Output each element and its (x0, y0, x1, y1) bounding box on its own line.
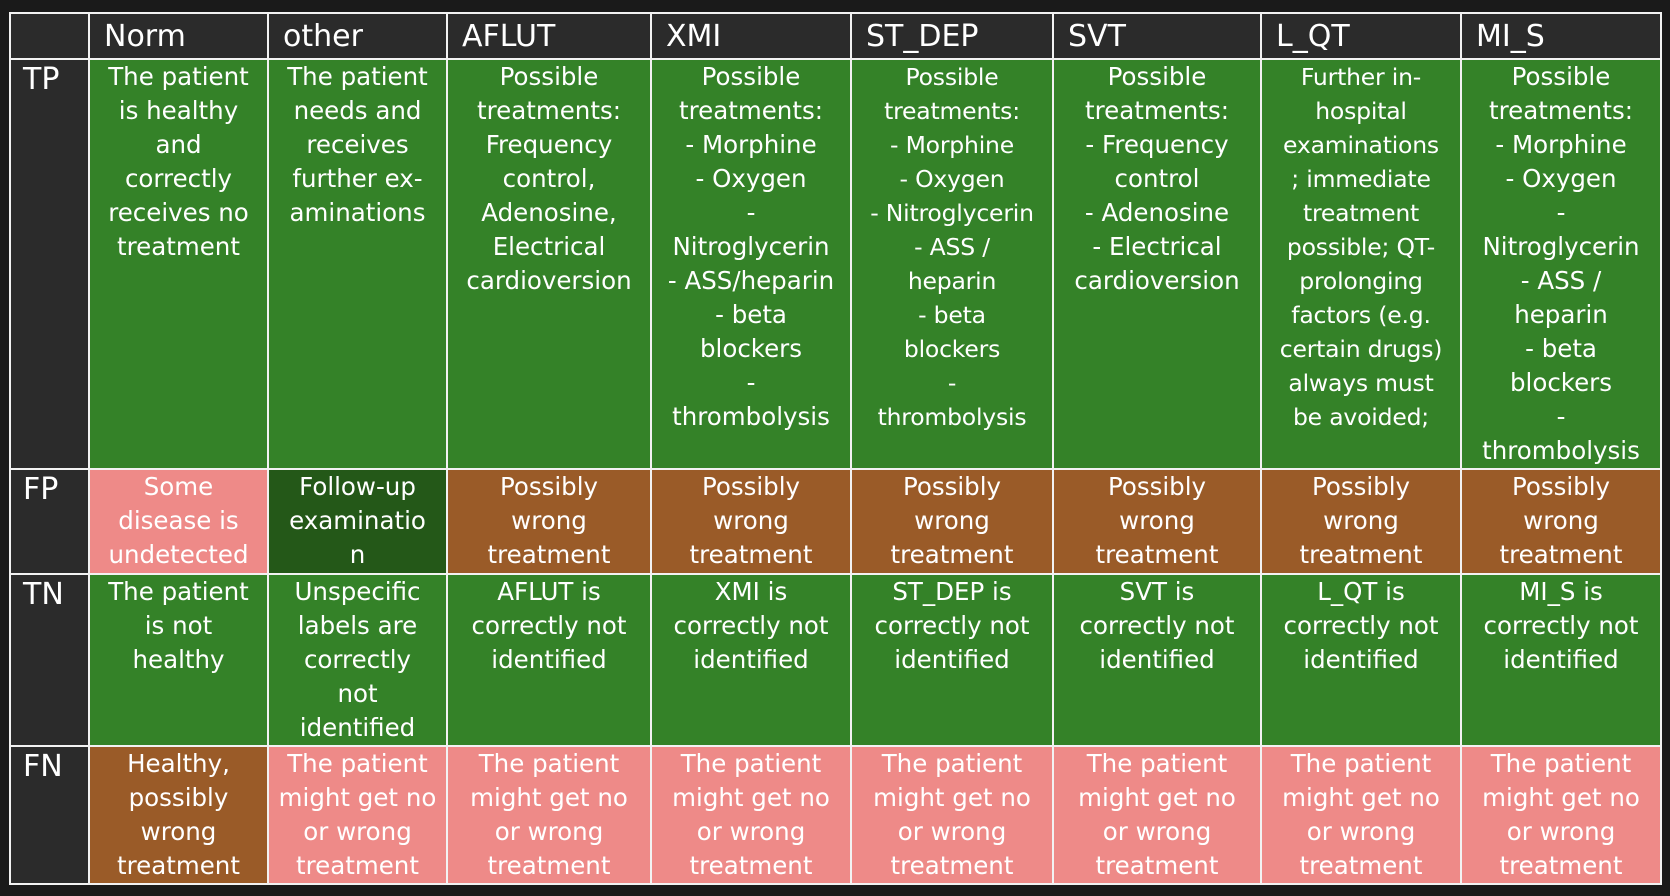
cell-tn-l-qt: L_QT is correctly not identified (1260, 572, 1462, 747)
row-tn: TN The patient is not healthy Unspecific… (9, 572, 1662, 747)
cell-fp-aflut: Possibly wrong treatment (446, 468, 652, 575)
corner-cell (9, 12, 90, 60)
cell-fn-norm: Healthy, possibly wrong treatment (88, 744, 269, 886)
cell-fn-xmi: The patient might get no or wrong treatm… (650, 744, 852, 886)
row-header-tn: TN (9, 572, 90, 747)
cell-tp-aflut: Possible treatments: Frequency control, … (446, 57, 652, 471)
row-fn: FN Healthy, possibly wrong treatment The… (9, 744, 1662, 886)
cell-tn-svt: SVT is correctly not identified (1052, 572, 1262, 747)
cell-fn-other: The patient might get no or wrong treatm… (267, 744, 448, 886)
cell-fp-mi-s: Possibly wrong treatment (1460, 468, 1662, 575)
cell-fn-aflut: The patient might get no or wrong treatm… (446, 744, 652, 886)
cell-tn-other: Unspecific labels are correctly not iden… (267, 572, 448, 747)
cell-tp-xmi: Possible treatments: - Morphine - Oxygen… (650, 57, 852, 471)
cell-tp-st-dep: Possible treatments: - Morphine - Oxygen… (850, 57, 1054, 471)
row-header-fn: FN (9, 744, 90, 886)
column-header-mi-s: MI_S (1460, 12, 1662, 60)
cell-fp-norm: Some disease is undetected (88, 468, 269, 575)
header-row: Norm other AFLUT XMI ST_DEP SVT L_QT MI_… (9, 12, 1662, 60)
column-header-svt: SVT (1052, 12, 1262, 60)
cell-tn-xmi: XMI is correctly not identified (650, 572, 852, 747)
column-header-st-dep: ST_DEP (850, 12, 1054, 60)
cell-fn-st-dep: The patient might get no or wrong treatm… (850, 744, 1054, 886)
cell-tn-aflut: AFLUT is correctly not identified (446, 572, 652, 747)
cell-tn-st-dep: ST_DEP is correctly not identified (850, 572, 1054, 747)
cell-tp-other: The patient needs and receives further e… (267, 57, 448, 471)
cell-tp-svt: Possible treatments: - Frequency control… (1052, 57, 1262, 471)
cell-fn-l-qt: The patient might get no or wrong treatm… (1260, 744, 1462, 886)
cell-tp-l-qt: Further in- hospital examinations ; imme… (1260, 57, 1462, 471)
row-tp: TP The patient is healthy and correctly … (9, 57, 1662, 471)
cell-tp-mi-s: Possible treatments: - Morphine - Oxygen… (1460, 57, 1662, 471)
column-header-xmi: XMI (650, 12, 852, 60)
cell-tp-norm: The patient is healthy and correctly rec… (88, 57, 269, 471)
row-header-tp: TP (9, 57, 90, 471)
cell-tn-norm: The patient is not healthy (88, 572, 269, 747)
cell-fn-mi-s: The patient might get no or wrong treatm… (1460, 744, 1662, 886)
cell-fp-svt: Possibly wrong treatment (1052, 468, 1262, 575)
cell-fp-l-qt: Possibly wrong treatment (1260, 468, 1462, 575)
cell-fp-xmi: Possibly wrong treatment (650, 468, 852, 575)
cell-fn-svt: The patient might get no or wrong treatm… (1052, 744, 1262, 886)
cell-fp-other: Follow-up examinatio n (267, 468, 448, 575)
cell-tn-mi-s: MI_S is correctly not identified (1460, 572, 1662, 747)
column-header-l-qt: L_QT (1260, 12, 1462, 60)
row-header-fp: FP (9, 468, 90, 575)
cell-fp-st-dep: Possibly wrong treatment (850, 468, 1054, 575)
column-header-aflut: AFLUT (446, 12, 652, 60)
column-header-other: other (267, 12, 448, 60)
confusion-outcome-table: Norm other AFLUT XMI ST_DEP SVT L_QT MI_… (9, 12, 1662, 886)
column-header-norm: Norm (88, 12, 269, 60)
row-fp: FP Some disease is undetected Follow-up … (9, 468, 1662, 575)
